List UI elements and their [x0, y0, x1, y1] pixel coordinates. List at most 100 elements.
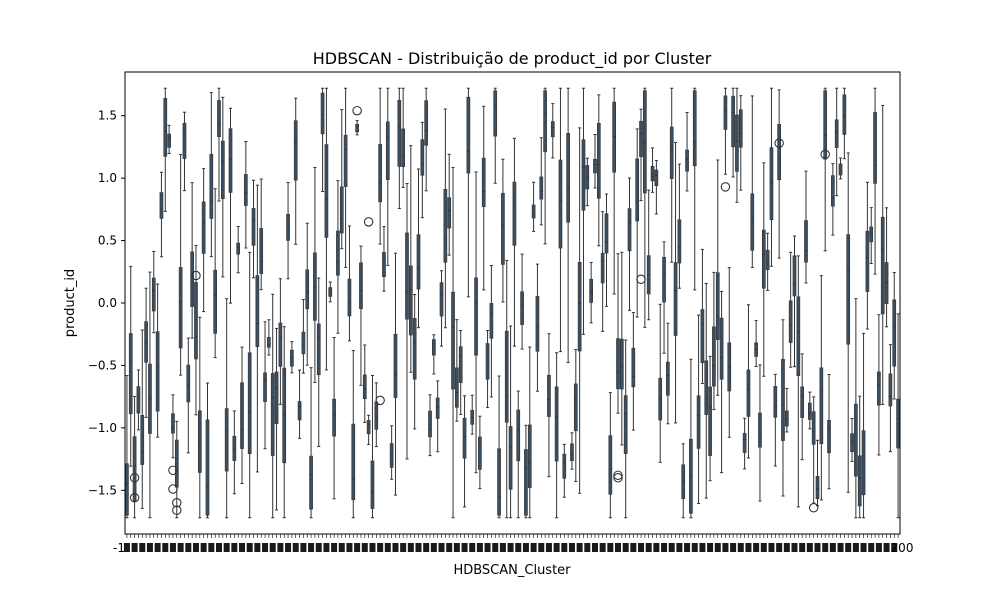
x-tick-label-glyph	[246, 543, 253, 552]
box-body	[773, 386, 778, 418]
box-98	[501, 158, 505, 303]
box-body	[508, 426, 513, 490]
x-tick-label-glyph	[852, 543, 859, 552]
box-2	[132, 395, 137, 519]
box-166	[761, 162, 766, 377]
box-134	[639, 108, 643, 202]
x-tick-label-glyph	[722, 543, 729, 552]
box-62	[362, 344, 367, 423]
box-10	[163, 87, 168, 212]
box-113	[558, 87, 563, 353]
box-body	[401, 128, 405, 168]
y-axis-label: product_id	[63, 269, 78, 337]
box-112	[554, 352, 559, 519]
box-139	[658, 303, 663, 463]
box-97	[497, 375, 501, 519]
box-body	[416, 234, 421, 290]
box-83	[443, 108, 448, 329]
outlier-point	[172, 498, 182, 508]
outlier-point	[352, 105, 362, 116]
box-183	[827, 374, 831, 490]
y-tick-label: 1.5	[98, 109, 117, 123]
box-23	[213, 188, 217, 359]
box-135	[643, 87, 647, 328]
x-tick-label-glyph	[591, 543, 598, 552]
box-88	[462, 395, 467, 508]
x-tick-label-glyph	[453, 543, 460, 552]
box-body	[205, 419, 210, 516]
outlier-point	[363, 217, 374, 227]
box-120	[585, 157, 590, 207]
box-25	[220, 96, 225, 278]
box-187	[842, 87, 847, 160]
x-tick-label-glyph	[622, 543, 629, 552]
x-tick-label-glyph	[476, 543, 483, 552]
x-axis-label: HDBSCAN_Cluster	[453, 563, 571, 578]
x-tick-label-glyph	[684, 543, 691, 552]
x-tick-label-glyph	[707, 543, 714, 552]
x-tick-label-glyph	[638, 543, 645, 552]
x-tick-label-glyph	[154, 543, 161, 552]
box-body	[612, 101, 617, 173]
box-14	[178, 153, 183, 376]
x-tick-label-glyph	[162, 543, 169, 552]
x-tick-label-glyph	[868, 543, 875, 552]
box-body	[309, 455, 313, 510]
x-tick-label-glyph	[799, 543, 806, 552]
box-body	[673, 262, 678, 336]
box-92	[478, 415, 482, 490]
box-body	[600, 252, 605, 284]
box-36	[263, 321, 267, 450]
box-42	[286, 181, 290, 280]
box-body	[167, 133, 171, 148]
box-145	[681, 443, 686, 519]
box-body	[784, 410, 789, 427]
box-body	[267, 337, 271, 348]
box-body	[869, 226, 874, 243]
box-body	[708, 386, 712, 456]
box-body	[301, 331, 306, 355]
box-body	[443, 188, 448, 263]
box-93	[481, 105, 486, 291]
box-32	[247, 251, 252, 519]
outlier-point	[613, 470, 623, 481]
x-tick-label-glyph	[139, 543, 146, 552]
box-body	[669, 126, 674, 179]
box-61	[359, 245, 363, 386]
x-tick-label-glyph	[814, 543, 821, 552]
box-body	[846, 234, 851, 345]
box-body	[842, 94, 847, 135]
box-body	[758, 412, 762, 448]
box-72	[401, 87, 405, 188]
box-172	[784, 387, 789, 433]
box-body	[370, 460, 375, 509]
box-body	[712, 326, 716, 387]
box-140	[662, 241, 666, 354]
box-89	[466, 87, 471, 298]
box-122	[593, 134, 597, 189]
box-21	[205, 382, 210, 519]
outlier-point	[820, 149, 830, 160]
box-101	[512, 137, 517, 347]
box-body	[447, 197, 452, 229]
outlier-point	[636, 274, 646, 285]
box-body	[800, 386, 805, 418]
box-body	[251, 208, 256, 246]
box-body	[159, 192, 164, 219]
box-body	[197, 410, 202, 473]
x-tick-label-glyph	[607, 543, 614, 552]
x-axis: -1 200	[113, 534, 913, 555]
box-189	[850, 418, 854, 462]
box-158	[731, 87, 735, 178]
box-24	[217, 87, 221, 202]
box-body	[777, 124, 781, 181]
box-body	[539, 176, 544, 200]
box-body	[654, 169, 659, 187]
box-body	[857, 455, 862, 507]
x-tick-label-glyph	[599, 543, 606, 552]
box-body	[435, 397, 440, 419]
box-body	[439, 282, 444, 317]
x-tick-label-glyph	[239, 543, 246, 552]
box-body	[827, 419, 831, 454]
